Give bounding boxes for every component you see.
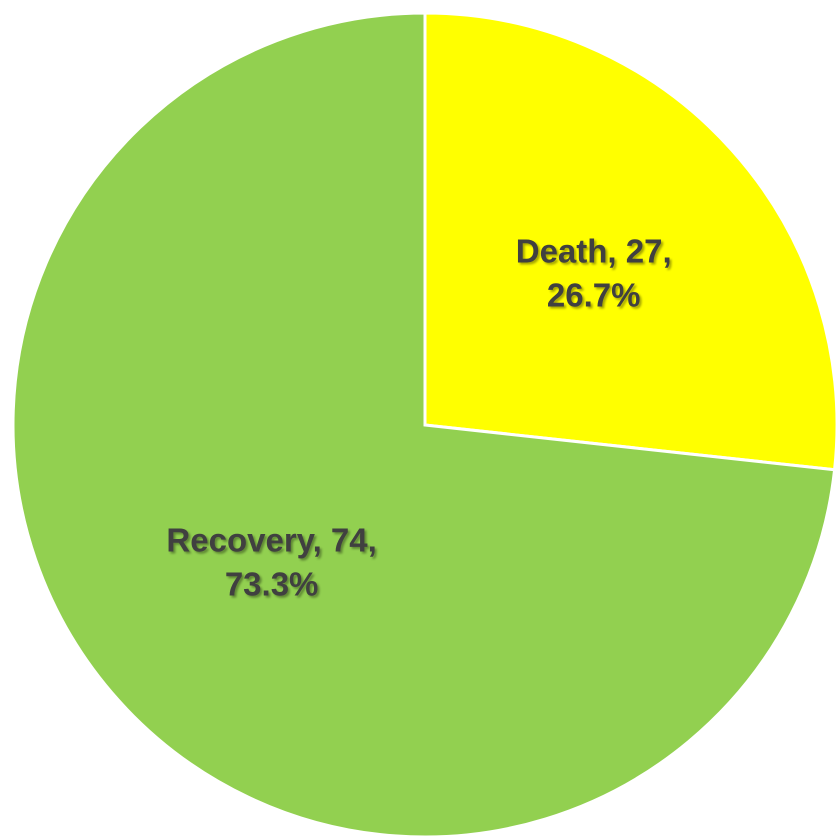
- separator: ,: [662, 232, 671, 269]
- data-label: Recovery, 74, 73.3%: [166, 521, 376, 602]
- percent: 73.3%: [225, 565, 319, 602]
- pie-slice: [423, 11, 838, 472]
- pie: [11, 11, 838, 837]
- separator: ,: [368, 521, 377, 558]
- percent: 26.7%: [547, 276, 641, 313]
- category-name: Death: [516, 232, 608, 269]
- value: 27: [626, 232, 663, 269]
- data-labels: Death, 27, 26.7% Recovery, 74, 73.3%: [166, 232, 671, 602]
- separator: ,: [607, 232, 616, 269]
- data-label: Death, 27, 26.7%: [516, 232, 672, 313]
- label-line: Recovery, 74,: [166, 521, 376, 558]
- pie-slice: [11, 11, 837, 837]
- category-name: Recovery: [166, 521, 315, 558]
- value: 74: [331, 521, 368, 558]
- separator: ,: [313, 521, 322, 558]
- label-line: Death, 27,: [516, 232, 672, 269]
